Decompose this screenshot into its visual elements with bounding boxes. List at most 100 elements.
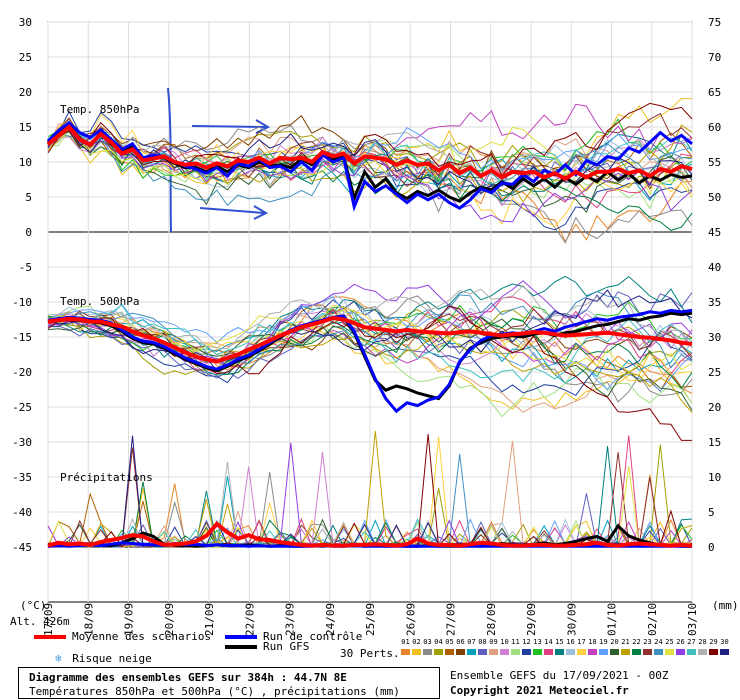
pert-number: 28: [698, 638, 707, 646]
pert-number: 17: [577, 638, 586, 646]
y-right-tick-label: 30: [708, 331, 721, 344]
pert-swatch: [588, 649, 597, 655]
pert-line-t850: [47, 126, 693, 214]
pert-legend-item: 14: [543, 638, 554, 655]
y-right-tick-label: 55: [708, 156, 721, 169]
pert-legend-item: 12: [521, 638, 532, 655]
legend-perts-label: 30 Perts.: [340, 647, 400, 660]
pert-number: 06: [456, 638, 465, 646]
pert-number: 29: [709, 638, 718, 646]
pert-legend-item: 29: [708, 638, 719, 655]
pert-legend-item: 30: [719, 638, 730, 655]
pert-number: 25: [665, 638, 674, 646]
pert-number: 04: [434, 638, 443, 646]
panel-label-precip: Précipitations: [60, 471, 153, 484]
pert-swatch: [720, 649, 729, 655]
y-left-tick-label: -20: [12, 366, 32, 379]
pert-number: 14: [544, 638, 553, 646]
x-tick-label: 21/09: [203, 603, 216, 636]
y-right-tick-label: 40: [708, 261, 721, 274]
x-tick-label: 03/10: [686, 603, 699, 636]
pert-number: 19: [599, 638, 608, 646]
pert-swatch: [489, 649, 498, 655]
legend-gfs-label: Run GFS: [263, 640, 310, 653]
pert-number: 18: [588, 638, 597, 646]
y-left-tick-label: 25: [19, 51, 32, 64]
y-right-tick-label: 35: [708, 296, 721, 309]
pert-swatch: [709, 649, 718, 655]
pert-swatch: [643, 649, 652, 655]
x-tick-label: 01/10: [606, 603, 619, 636]
series-t500-moyenne-des-sc-narios: [47, 316, 693, 364]
pert-legend-item: 25: [664, 638, 675, 655]
y-left-tick-label: -45: [12, 541, 32, 554]
x-tick-label: 28/09: [485, 603, 498, 636]
pert-swatch: [698, 649, 707, 655]
pert-number: 03: [423, 638, 432, 646]
pert-legend-item: 10: [499, 638, 510, 655]
x-tick-label: 20/09: [163, 603, 176, 636]
pert-number: 10: [500, 638, 509, 646]
y-left-tick-label: 10: [19, 156, 32, 169]
pert-swatch: [522, 649, 531, 655]
pert-legend-item: 21: [620, 638, 631, 655]
y-right-tick-label: 15: [708, 436, 721, 449]
panel-label-t500: Temp. 500hPa: [60, 295, 139, 308]
pert-swatch: [654, 649, 663, 655]
pert-swatch: [434, 649, 443, 655]
pert-legend-item: 26: [675, 638, 686, 655]
pert-legend: 01 02 03 04 05 06 07 08 09 10 11 12 13 14 15 16 17 18 19 20…: [400, 638, 730, 662]
pert-swatch: [599, 649, 608, 655]
pert-number: 21: [621, 638, 630, 646]
y-right-tick-label: 5: [708, 506, 715, 519]
series-t850-moyenne-des-sc-narios: [46, 124, 693, 182]
footer-title-box: Diagramme des ensembles GEFS sur 384h : …: [18, 667, 440, 699]
pert-line-t500: [47, 304, 693, 383]
pert-swatch: [500, 649, 509, 655]
y-left-tick-label: 15: [19, 121, 32, 134]
pert-swatch: [511, 649, 520, 655]
legend-mean-swatch: [34, 635, 66, 639]
legend-control-swatch: [225, 635, 257, 639]
pert-number: 01: [401, 638, 410, 646]
y-left-tick-label: 5: [25, 191, 32, 204]
pert-legend-item: 22: [631, 638, 642, 655]
legend-control-label: Run de contrôle: [263, 630, 363, 643]
pert-legend-item: 15: [554, 638, 565, 655]
pert-legend-item: 02: [411, 638, 422, 655]
pert-line-t850: [47, 115, 693, 190]
legend-control: Run de contrôle: [225, 630, 362, 643]
x-tick-label: 02/10: [646, 603, 659, 636]
x-tick-label: 18/09: [82, 603, 95, 636]
y-right-tick-label: 20: [708, 401, 721, 414]
x-tick-label: 24/09: [324, 603, 337, 636]
footer-run: Ensemble GEFS du 17/09/2021 - 00Z: [450, 669, 669, 682]
pert-legend-item: 27: [686, 638, 697, 655]
pert-number: 12: [522, 638, 531, 646]
x-tick-label: 19/09: [123, 603, 136, 636]
pert-number: 11: [511, 638, 520, 646]
pert-number: 23: [643, 638, 652, 646]
pert-swatch: [412, 649, 421, 655]
pert-line-t500: [47, 284, 693, 350]
y-right-tick-label: 70: [708, 51, 721, 64]
pert-line-t850: [47, 129, 693, 210]
pert-legend-item: 20: [609, 638, 620, 655]
panel-label-t850: Temp. 850hPa: [60, 103, 139, 116]
y-right-tick-label: 25: [708, 366, 721, 379]
pert-number: 09: [489, 638, 498, 646]
pert-line-t850: [47, 119, 693, 197]
annotation-arrow-lower: [199, 205, 269, 220]
pert-legend-item: 07: [466, 638, 477, 655]
pert-swatch: [665, 649, 674, 655]
pert-legend-item: 06: [455, 638, 466, 655]
pert-swatch: [533, 649, 542, 655]
pert-swatch: [478, 649, 487, 655]
pert-legend-item: 11: [510, 638, 521, 655]
pert-legend-item: 23: [642, 638, 653, 655]
legend-gfs: Run GFS: [225, 640, 309, 653]
pert-line-t500: [47, 309, 693, 373]
pert-swatch: [577, 649, 586, 655]
pert-legend-item: 08: [477, 638, 488, 655]
footer-title: Diagramme des ensembles GEFS sur 384h : …: [29, 671, 347, 684]
